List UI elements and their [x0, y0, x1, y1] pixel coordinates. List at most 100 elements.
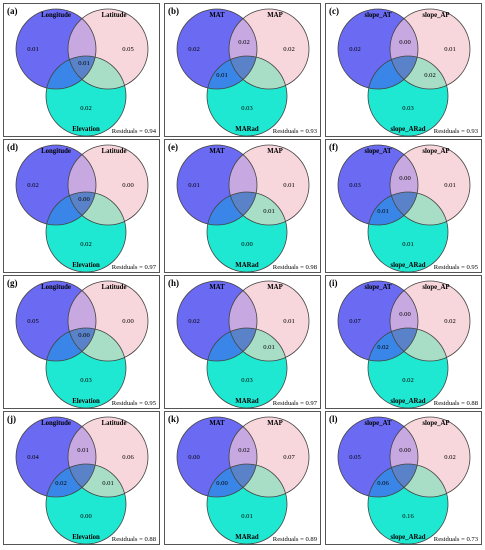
set-label: Latitude — [102, 148, 127, 155]
circle-outline — [389, 8, 471, 90]
circle-outline — [206, 191, 288, 273]
circle-outline — [206, 55, 288, 137]
set-label: MAT — [209, 420, 225, 427]
circle-outline — [206, 463, 288, 545]
set-label: slope_ARad — [390, 534, 425, 541]
region-value-c: 0.01 — [241, 513, 253, 520]
region-value-b: 0.02 — [444, 318, 456, 325]
region-value-ab: 0.00 — [399, 39, 411, 46]
region-value-b: 0.01 — [444, 182, 456, 189]
panel-label: (a) — [7, 6, 18, 16]
region-value-a: 0.04 — [27, 454, 39, 461]
set-label: MAP — [267, 12, 282, 19]
set-label: MAT — [209, 284, 225, 291]
region-value-c: 0.16 — [402, 513, 414, 520]
region-value-c: 0.02 — [402, 377, 414, 384]
circle-outline — [176, 144, 258, 226]
region-value-b: 0.02 — [444, 454, 456, 461]
set-label: slope_AT — [364, 12, 392, 19]
panel-label: (e) — [168, 142, 178, 152]
residuals-label: Residuals = 0.73 — [434, 536, 479, 543]
region-value-a: 0.02 — [188, 318, 200, 325]
region-value-c: 0.02 — [80, 241, 92, 248]
circle-outline — [45, 463, 127, 545]
panel-label: (c) — [329, 6, 339, 16]
venn-diagram: (k) MAT MAP MARad 0.00 0.07 0.01 0.02 0.00 Residu… — [168, 414, 318, 545]
circle-outline — [337, 144, 419, 226]
panel-label: (f) — [329, 142, 338, 152]
region-value-a: 0.00 — [188, 454, 200, 461]
venn-panel: (a) Longitude Latitude Elevation 0.01 0.05 0.0… — [3, 3, 160, 137]
region-value-ac: 0.06 — [377, 480, 389, 487]
set-label: MAT — [209, 148, 225, 155]
circle-outline — [15, 8, 97, 90]
set-label: slope_AT — [364, 148, 392, 155]
region-value-c: 0.01 — [402, 241, 414, 248]
circle-outline — [228, 280, 310, 362]
set-label: Latitude — [102, 12, 127, 19]
set-label: MARad — [235, 126, 259, 133]
circle-outline — [206, 327, 288, 409]
region-value-c: 0.00 — [241, 241, 253, 248]
circle-outline — [176, 8, 258, 90]
set-label: MAP — [267, 284, 282, 291]
circle-outline — [337, 280, 419, 362]
set-label: MARad — [235, 534, 259, 541]
circle-outline — [15, 144, 97, 226]
venn-panel: (f) slope_AT slope_AP slope_ARad 0.03 0.01 0.0… — [325, 139, 482, 273]
set-label: Latitude — [102, 420, 127, 427]
region-value-bc: 0.02 — [424, 72, 436, 79]
circle-outline — [67, 280, 149, 362]
panel-label: (i) — [329, 278, 338, 288]
region-value-ac: 0.02 — [377, 344, 389, 351]
region-value-ac: 0.00 — [216, 480, 228, 487]
region-value-c: 0.03 — [241, 105, 253, 112]
region-value-bc: 0.01 — [263, 344, 275, 351]
set-label: Elevation — [72, 262, 100, 269]
circle-outline — [389, 416, 471, 498]
region-value-a: 0.01 — [27, 46, 39, 53]
region-value-ab: 0.00 — [399, 311, 411, 318]
region-value-bc: 0.01 — [102, 480, 114, 487]
set-label: MAP — [267, 420, 282, 427]
circle-outline — [228, 416, 310, 498]
circle-outline — [367, 327, 449, 409]
residuals-label: Residuals = 0.95 — [112, 400, 157, 407]
region-value-a: 0.02 — [188, 46, 200, 53]
circle-outline — [15, 280, 97, 362]
region-value-ab: 0.02 — [238, 447, 250, 454]
region-value-c: 0.00 — [80, 513, 92, 520]
region-value-abc: 0.00 — [78, 196, 90, 203]
circle-outline — [367, 191, 449, 273]
set-label: slope_AP — [422, 284, 449, 291]
circle-outline — [45, 327, 127, 409]
venn-diagram: (i) slope_AT slope_AP slope_ARad 0.07 0.02 0.0… — [329, 278, 479, 409]
circle-outline — [45, 191, 127, 273]
region-value-c: 0.02 — [80, 105, 92, 112]
set-label: slope_AP — [422, 12, 449, 19]
region-value-b: 0.07 — [283, 454, 295, 461]
venn-diagram: (d) Longitude Latitude Elevation 0.02 0.00 0.0… — [7, 142, 157, 273]
set-label: Elevation — [72, 398, 100, 405]
venn-diagram: (h) MAT MAP MARad 0.02 0.01 0.03 0.01 Residuals … — [168, 278, 318, 409]
venn-panel: (l) slope_AT slope_AP slope_ARad 0.05 0.02 0.1… — [325, 411, 482, 545]
set-label: slope_AT — [364, 284, 392, 291]
residuals-label: Residuals = 0.93 — [273, 128, 318, 135]
set-label: Longitude — [41, 284, 71, 291]
region-value-b: 0.01 — [283, 182, 295, 189]
set-label: MARad — [235, 262, 259, 269]
region-value-b: 0.00 — [122, 182, 134, 189]
circle-outline — [389, 144, 471, 226]
set-label: slope_AP — [422, 148, 449, 155]
residuals-label: Residuals = 0.88 — [434, 400, 479, 407]
region-value-ab: 0.01 — [77, 447, 89, 454]
venn-diagram: (l) slope_AT slope_AP slope_ARad 0.05 0.02 0.1… — [329, 414, 479, 545]
venn-panel: (j) Longitude Latitude Elevation 0.04 0.06 0.0… — [3, 411, 160, 545]
venn-diagram: (b) MAT MAP MARad 0.02 0.02 0.03 0.02 0.01 Residu… — [168, 6, 318, 137]
region-value-bc: 0.01 — [263, 208, 275, 215]
circle-outline — [367, 463, 449, 545]
region-value-b: 0.02 — [283, 46, 295, 53]
region-value-a: 0.02 — [349, 46, 361, 53]
circle-outline — [176, 416, 258, 498]
region-value-ab: 0.02 — [238, 39, 250, 46]
